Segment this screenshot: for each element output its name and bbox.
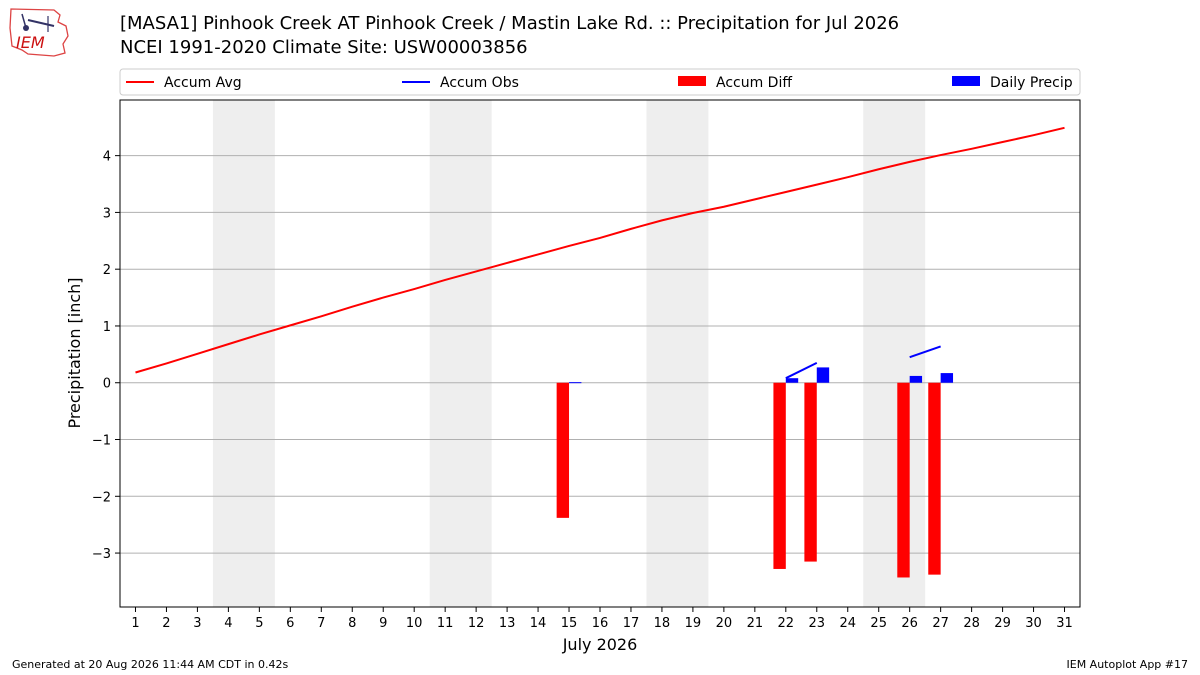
y-tick-label: −2 <box>92 490 111 505</box>
weekend-shade-3 <box>863 100 926 607</box>
y-tick-label: 3 <box>103 206 111 221</box>
x-tick-label: 5 <box>255 616 263 631</box>
y-gridlines <box>120 155 1080 554</box>
legend-label-accum-avg: Accum Avg <box>164 75 242 91</box>
y-axis-label: Precipitation [inch] <box>65 277 84 428</box>
x-tick-label: 24 <box>839 616 856 631</box>
footer-generated: Generated at 20 Aug 2026 11:44 AM CDT in… <box>12 658 289 671</box>
y-tick-label: 1 <box>103 320 111 335</box>
daily-precip-bar <box>785 378 799 383</box>
accum-obs-line <box>785 361 818 380</box>
legend-label-accum-obs: Accum Obs <box>440 75 519 91</box>
x-axis-label: July 2026 <box>562 635 638 654</box>
x-tick-label: 3 <box>193 616 201 631</box>
legend-label-accum-diff: Accum Diff <box>716 75 792 91</box>
x-tick-label: 18 <box>654 616 671 631</box>
daily-precip-bar <box>909 375 923 383</box>
x-tick-label: 23 <box>809 616 826 631</box>
bars <box>556 367 954 578</box>
x-tick-label: 22 <box>778 616 795 631</box>
chart-title: [MASA1] Pinhook Creek AT Pinhook Creek /… <box>120 13 900 34</box>
accum-diff-bar <box>928 382 941 575</box>
x-tick-label: 1 <box>131 616 139 631</box>
legend-frame <box>119 68 1081 96</box>
footer-app: IEM Autoplot App #17 <box>1066 658 1189 671</box>
x-tick-label: 25 <box>870 616 887 631</box>
x-tick-label: 8 <box>348 616 356 631</box>
legend-label-daily-precip: Daily Precip <box>990 75 1073 91</box>
x-tick-label: 17 <box>623 616 640 631</box>
x-tick-label: 9 <box>379 616 387 631</box>
daily-precip-bar <box>940 373 954 383</box>
x-tick-label: 11 <box>437 616 454 631</box>
x-tick-label: 26 <box>901 616 918 631</box>
accum-diff-bar <box>897 382 910 578</box>
x-tick-label: 15 <box>561 616 578 631</box>
accum-diff-bar <box>556 382 570 518</box>
x-tick-label: 20 <box>716 616 733 631</box>
x-tick-label: 13 <box>499 616 516 631</box>
weekend-shade-0 <box>212 100 275 607</box>
x-tick-label: 4 <box>224 616 232 631</box>
iem-logo: IEM <box>9 8 69 57</box>
x-tick-label: 14 <box>530 616 547 631</box>
y-tick-label: −3 <box>92 547 111 562</box>
x-tick-label: 21 <box>747 616 764 631</box>
x-tick-label: 10 <box>406 616 423 631</box>
x-tick-label: 19 <box>685 616 702 631</box>
y-tick-label: 0 <box>103 377 111 392</box>
x-tick-label: 12 <box>468 616 485 631</box>
x-tick-label: 29 <box>994 616 1011 631</box>
legend: Accum Avg Accum Obs Accum Diff Daily Precip <box>119 68 1081 96</box>
x-tick-label: 27 <box>932 616 949 631</box>
x-tick-label: 31 <box>1056 616 1073 631</box>
legend-swatch-accum-diff <box>678 76 706 86</box>
legend-swatch-daily-precip <box>952 76 980 86</box>
y-tick-label: −1 <box>92 434 111 449</box>
x-tick-label: 30 <box>1025 616 1042 631</box>
weekend-shade-2 <box>646 100 709 607</box>
x-tick-label: 7 <box>317 616 325 631</box>
accum-diff-bar <box>773 382 786 569</box>
y-tick-label: 2 <box>103 263 111 278</box>
x-tick-label: 6 <box>286 616 294 631</box>
daily-precip-bar <box>816 367 830 383</box>
weekend-shading <box>212 100 926 607</box>
accum-avg-line <box>135 126 1065 374</box>
x-tick-label: 28 <box>963 616 980 631</box>
y-tick-label: 4 <box>103 150 111 165</box>
accum-diff-bar <box>804 382 817 562</box>
accum-obs-line <box>909 345 941 359</box>
lines <box>135 126 1065 380</box>
x-tick-label: 2 <box>162 616 170 631</box>
daily-precip-bar <box>569 382 582 384</box>
chart-subtitle: NCEI 1991-2020 Climate Site: USW00003856 <box>120 37 528 58</box>
x-tick-label: 16 <box>592 616 609 631</box>
logo-text: IEM <box>16 33 45 52</box>
weekend-shade-1 <box>429 100 492 607</box>
